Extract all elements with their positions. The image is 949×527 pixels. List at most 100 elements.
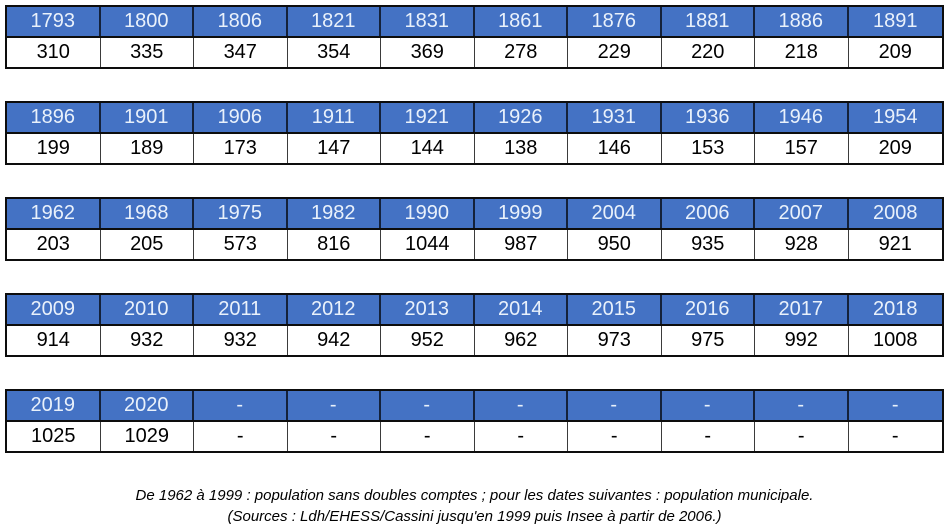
population-value-cell: 962 xyxy=(474,326,568,355)
population-value-cell: 928 xyxy=(755,230,849,259)
year-header-cell: - xyxy=(194,391,288,420)
population-value-cell: 975 xyxy=(661,326,755,355)
population-table-block-3: 1962 1968 1975 1982 1990 1999 2004 2006 2007 2008… xyxy=(5,197,944,261)
year-header-cell: 1800 xyxy=(101,7,194,36)
population-value-cell: 992 xyxy=(755,326,849,355)
population-value-cell: 987 xyxy=(474,230,568,259)
year-header-cell: 2007 xyxy=(755,199,849,228)
footer-note-sources: (Sources : Ldh/EHESS/Cassini jusqu'en 19… xyxy=(227,508,722,525)
year-header-row: 1793 1800 1806 1821 1831 1861 1876 1881 1886 1891 xyxy=(7,7,942,38)
population-value-cell: - xyxy=(194,422,288,451)
year-header-cell: 1881 xyxy=(662,7,755,36)
population-value-cell: 220 xyxy=(661,38,755,67)
year-header-cell: 2010 xyxy=(101,295,194,324)
population-value-cell: 203 xyxy=(7,230,101,259)
year-header-cell: 1999 xyxy=(475,199,568,228)
population-value-cell: 1044 xyxy=(381,230,475,259)
population-value-cell: - xyxy=(848,422,942,451)
population-value-cell: 816 xyxy=(287,230,381,259)
year-header-cell: 1896 xyxy=(7,103,101,132)
population-value-row: 914 932 932 942 952 962 973 975 992 1008 xyxy=(7,326,942,355)
population-value-cell: 278 xyxy=(474,38,568,67)
table-footer-notes: De 1962 à 1999 : population sans doubles… xyxy=(5,485,944,527)
population-value-cell: 153 xyxy=(661,134,755,163)
year-header-cell: 2009 xyxy=(7,295,101,324)
year-header-cell: 2014 xyxy=(475,295,568,324)
year-header-cell: - xyxy=(662,391,755,420)
population-value-cell: 138 xyxy=(474,134,568,163)
population-value-cell: 144 xyxy=(381,134,475,163)
population-table-block-5: 2019 2020- - - - - - - -1025 1029- - - - - - - - xyxy=(5,389,944,453)
population-tables: 1793 1800 1806 1821 1831 1861 1876 1881 1886 1891… xyxy=(5,5,944,453)
year-header-cell: 1886 xyxy=(755,7,849,36)
population-value-cell: 218 xyxy=(755,38,849,67)
year-header-cell: 2004 xyxy=(568,199,662,228)
population-value-cell: 229 xyxy=(568,38,662,67)
year-header-cell: 2011 xyxy=(194,295,288,324)
population-value-cell: - xyxy=(661,422,755,451)
population-value-cell: 921 xyxy=(848,230,942,259)
year-header-cell: 1861 xyxy=(475,7,568,36)
population-value-cell: 932 xyxy=(194,326,288,355)
year-header-cell: 1901 xyxy=(101,103,194,132)
population-value-cell: 147 xyxy=(287,134,381,163)
year-header-cell: 1906 xyxy=(194,103,288,132)
year-header-cell: 2018 xyxy=(873,298,918,320)
year-header-cell: 1793 xyxy=(7,7,101,36)
year-header-cell: 1921 xyxy=(381,103,475,132)
year-header-cell: 2008 xyxy=(873,202,918,224)
year-header-cell: 2012 xyxy=(288,295,381,324)
year-header-cell: - xyxy=(288,391,381,420)
footer-note-definition: De 1962 à 1999 : population sans doubles… xyxy=(135,487,814,504)
population-value-cell: 354 xyxy=(287,38,381,67)
population-value-cell: 950 xyxy=(568,230,662,259)
population-value-cell: 914 xyxy=(7,326,101,355)
population-value-cell: 189 xyxy=(100,134,194,163)
population-value-cell: 157 xyxy=(755,134,849,163)
year-header-cell: 1975 xyxy=(194,199,288,228)
population-value-cell: 932 xyxy=(100,326,194,355)
population-value-cell: 1025 xyxy=(7,422,101,451)
year-header-cell: 1891 xyxy=(873,10,918,32)
population-table-block-4: 2009 2010 2011 2012 2013 2014 2015 2016 2017 2018… xyxy=(5,293,944,357)
year-header-cell: - xyxy=(381,391,475,420)
population-value-cell: - xyxy=(755,422,849,451)
year-header-cell: 1911 xyxy=(288,103,381,132)
population-value-cell: 942 xyxy=(287,326,381,355)
population-value-row: 203 205 573 816 1044 987 950 935 928 921 xyxy=(7,230,942,259)
year-header-row: 1896 1901 1906 1911 1921 1926 1931 1936 1946 1954 xyxy=(7,103,942,134)
population-value-cell: - xyxy=(381,422,475,451)
year-header-cell: - xyxy=(755,391,849,420)
year-header-cell: - xyxy=(568,391,662,420)
year-header-cell: 2015 xyxy=(568,295,662,324)
year-header-cell: 1968 xyxy=(101,199,194,228)
population-value-cell: 209 xyxy=(848,134,942,163)
year-header-cell: 2017 xyxy=(755,295,849,324)
year-header-cell: 2016 xyxy=(662,295,755,324)
population-value-cell: 1008 xyxy=(848,326,942,355)
population-value-cell: 1029 xyxy=(100,422,194,451)
year-header-cell: - xyxy=(475,391,568,420)
year-header-cell: 1806 xyxy=(194,7,288,36)
year-header-row: 2019 2020- - - - - - - - xyxy=(7,391,942,422)
population-value-row: 1025 1029- - - - - - - - xyxy=(7,422,942,451)
population-value-cell: 173 xyxy=(194,134,288,163)
year-header-cell: 2013 xyxy=(381,295,475,324)
year-header-cell: 2006 xyxy=(662,199,755,228)
population-value-cell: - xyxy=(474,422,568,451)
population-table-block-1: 1793 1800 1806 1821 1831 1861 1876 1881 1886 1891… xyxy=(5,5,944,69)
year-header-cell: 1831 xyxy=(381,7,475,36)
year-header-cell: 1962 xyxy=(7,199,101,228)
year-header-cell: - xyxy=(891,394,899,416)
year-header-cell: 1946 xyxy=(755,103,849,132)
year-header-cell: 1926 xyxy=(475,103,568,132)
year-header-row: 2009 2010 2011 2012 2013 2014 2015 2016 2017 2018 xyxy=(7,295,942,326)
year-header-cell: 1982 xyxy=(288,199,381,228)
population-value-cell: 209 xyxy=(848,38,942,67)
population-value-cell: 199 xyxy=(7,134,101,163)
year-header-cell: 2020 xyxy=(101,391,194,420)
population-value-cell: 347 xyxy=(194,38,288,67)
population-value-cell: 573 xyxy=(194,230,288,259)
population-value-cell: 935 xyxy=(661,230,755,259)
year-header-cell: 1876 xyxy=(568,7,662,36)
